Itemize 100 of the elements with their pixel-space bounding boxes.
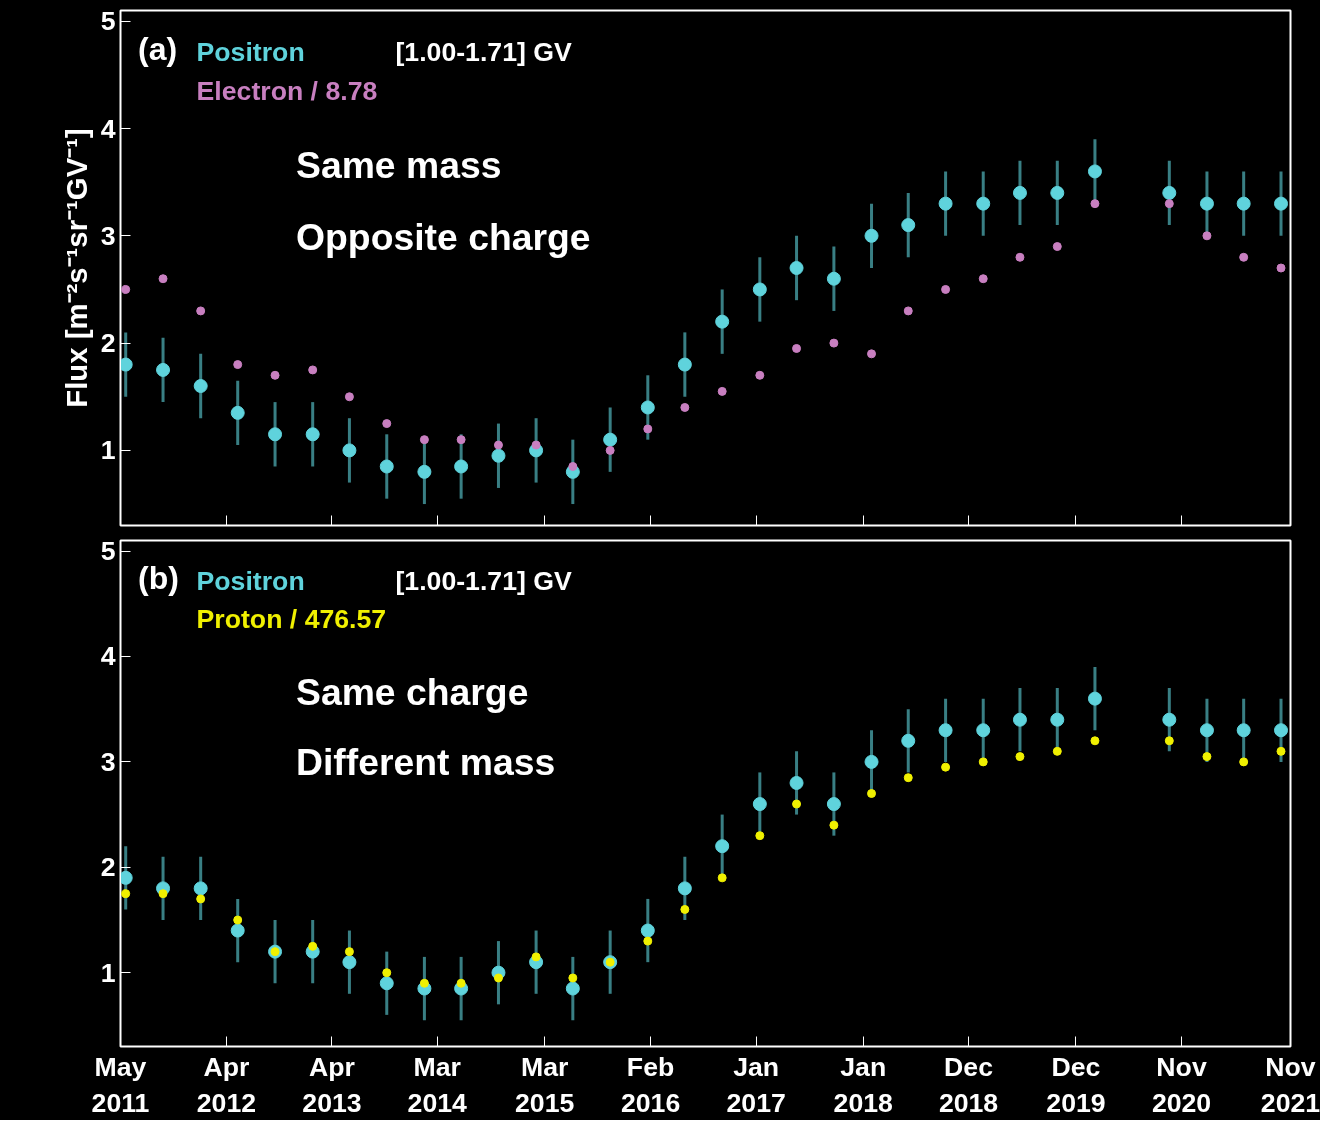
point	[121, 889, 131, 899]
point	[755, 831, 765, 841]
annotation: Same mass	[296, 143, 502, 186]
point	[976, 196, 991, 211]
point	[717, 386, 727, 396]
point	[233, 915, 243, 925]
point	[901, 218, 916, 233]
y-tick-label: 2	[100, 328, 116, 359]
point	[308, 941, 318, 951]
point	[792, 343, 802, 353]
point	[342, 955, 357, 970]
point	[456, 978, 466, 988]
x-tick-label: Jan 2017	[726, 1051, 786, 1118]
point	[603, 432, 618, 447]
x-tick-label: Feb 2016	[620, 1051, 681, 1118]
y-tick-label: 5	[100, 6, 116, 37]
point	[193, 379, 208, 394]
point	[643, 936, 653, 946]
point	[230, 405, 245, 420]
point	[120, 357, 133, 372]
point	[901, 733, 916, 748]
annotation: [1.00-1.71] GV	[395, 566, 572, 597]
y-axis-title: Flux [m⁻²s⁻¹sr⁻¹GV⁻¹]	[59, 128, 93, 408]
point	[752, 797, 767, 812]
point	[568, 462, 578, 471]
point	[156, 362, 171, 377]
annotation: Same charge	[296, 670, 529, 713]
point	[379, 976, 394, 991]
point	[1236, 196, 1251, 211]
point	[1050, 185, 1065, 200]
point	[867, 789, 877, 798]
y-tick-label: 1	[100, 957, 116, 988]
point	[1050, 712, 1065, 727]
point	[1199, 196, 1214, 211]
point	[938, 196, 953, 211]
x-tick-label: Dec 2019	[1046, 1051, 1106, 1118]
point	[344, 392, 354, 402]
text: Positron	[196, 566, 305, 597]
point	[382, 968, 392, 978]
point	[419, 435, 429, 445]
point	[454, 459, 469, 474]
point	[715, 314, 730, 329]
point	[643, 424, 653, 434]
point	[640, 923, 655, 938]
point	[941, 762, 951, 772]
point	[867, 349, 877, 359]
point	[938, 723, 953, 738]
point	[158, 274, 168, 284]
y-tick-label: 4	[100, 641, 116, 672]
point	[640, 400, 655, 415]
text: (a)	[138, 31, 178, 68]
annotation: Opposite charge	[296, 215, 591, 258]
x-tick-label: Mar 2015	[515, 1051, 575, 1118]
point	[1012, 185, 1027, 200]
point	[903, 773, 913, 783]
point	[568, 973, 578, 983]
point	[120, 870, 133, 885]
point	[491, 448, 506, 463]
point	[677, 881, 692, 896]
point	[1162, 185, 1177, 200]
point	[1239, 252, 1249, 262]
text: Proton / 476.57	[196, 604, 387, 635]
point	[1164, 199, 1174, 209]
point	[1012, 712, 1027, 727]
point	[752, 282, 767, 297]
point	[1052, 242, 1062, 252]
point	[196, 894, 206, 904]
point	[829, 338, 839, 348]
point	[717, 873, 727, 883]
point	[1276, 746, 1286, 756]
point	[864, 754, 879, 769]
point	[829, 820, 839, 830]
point	[1087, 164, 1102, 179]
x-tick-label: Jan 2018	[833, 1051, 893, 1118]
point	[976, 723, 991, 738]
point	[1202, 231, 1212, 241]
y-tick-label: 4	[100, 113, 116, 144]
annotation: Different mass	[296, 741, 556, 784]
point	[305, 427, 320, 442]
point	[417, 464, 432, 479]
text: Positron	[196, 37, 305, 68]
y-tick-label: 3	[100, 746, 116, 777]
point	[978, 757, 988, 767]
y-tick-label: 3	[100, 220, 116, 251]
point	[1202, 752, 1212, 762]
point	[456, 435, 466, 445]
point	[1276, 263, 1286, 273]
point	[826, 271, 841, 286]
point	[493, 440, 503, 450]
point	[344, 947, 354, 957]
point	[308, 365, 318, 375]
point	[419, 978, 429, 988]
point	[342, 443, 357, 458]
y-tick-label: 2	[100, 852, 116, 883]
point	[903, 306, 913, 316]
point	[941, 284, 951, 294]
text: (b)	[138, 560, 179, 597]
point	[789, 261, 804, 275]
point	[1236, 723, 1251, 738]
point	[1015, 752, 1025, 762]
